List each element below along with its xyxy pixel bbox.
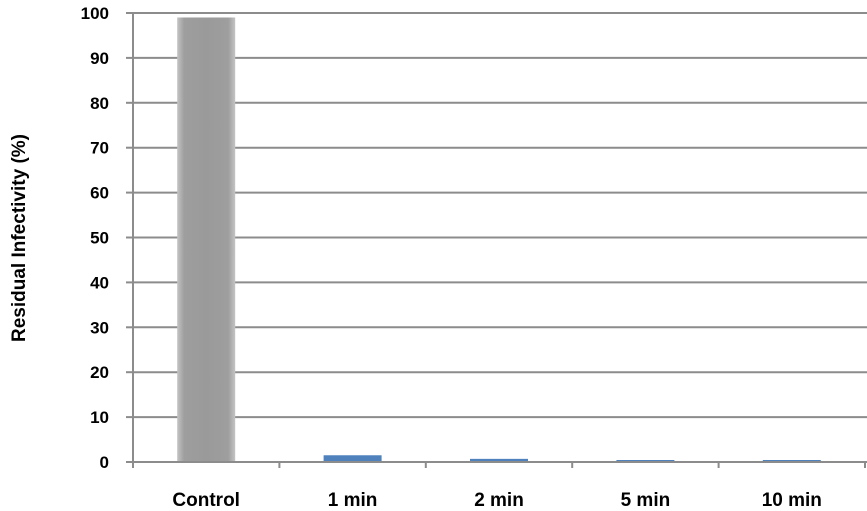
bar-control bbox=[177, 17, 236, 463]
gridlines bbox=[133, 12, 867, 419]
y-tick-label: 30 bbox=[90, 318, 109, 337]
x-tick-label: 1 min bbox=[328, 490, 378, 511]
y-tick-label: 0 bbox=[100, 453, 109, 472]
bar-2-min bbox=[470, 458, 528, 462]
y-tick-label: 90 bbox=[90, 49, 109, 68]
x-axis-labels: Control 1 min 2 min 5 min 10 min bbox=[172, 490, 821, 511]
bar-1-min bbox=[323, 455, 382, 462]
y-tick-label: 20 bbox=[90, 363, 109, 382]
x-tick-label: 2 min bbox=[474, 490, 524, 511]
y-axis-ticks: 0 10 20 30 40 50 60 70 80 90 100 bbox=[81, 4, 133, 472]
x-axis bbox=[132, 13, 867, 468]
y-tick-label: 50 bbox=[90, 229, 109, 248]
y-tick-label: 10 bbox=[90, 408, 109, 427]
x-tick-label: Control bbox=[172, 490, 240, 511]
bars bbox=[177, 17, 821, 463]
y-tick-label: 60 bbox=[90, 184, 109, 203]
y-tick-label: 40 bbox=[90, 273, 109, 292]
y-tick-label: 70 bbox=[90, 139, 109, 158]
x-tick-label: 5 min bbox=[621, 490, 671, 511]
y-tick-label: 80 bbox=[90, 94, 109, 113]
y-tick-label: 100 bbox=[81, 4, 109, 23]
x-tick-label: 10 min bbox=[762, 490, 822, 511]
